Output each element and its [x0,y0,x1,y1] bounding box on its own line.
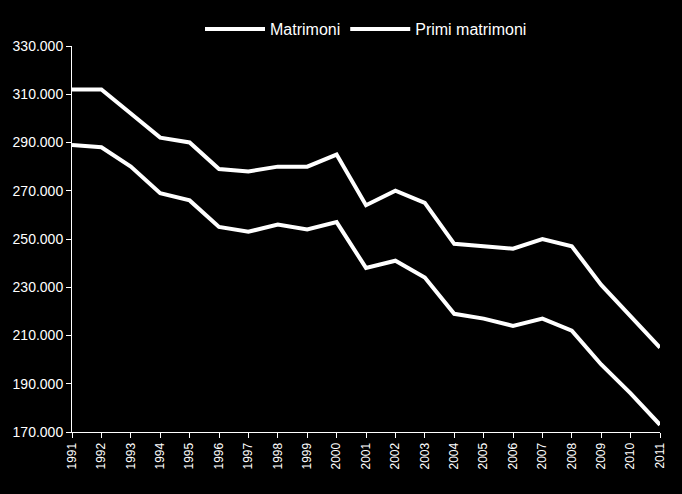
svg-text:290.000: 290.000 [13,134,64,150]
svg-text:230.000: 230.000 [13,279,64,295]
svg-text:1992: 1992 [94,442,108,469]
svg-text:2009: 2009 [594,442,608,469]
svg-text:2001: 2001 [359,442,373,469]
svg-text:190.000: 190.000 [13,376,64,392]
svg-text:2003: 2003 [418,442,432,469]
svg-text:270.000: 270.000 [13,183,64,199]
svg-text:1998: 1998 [271,442,285,469]
svg-text:Primi matrimoni: Primi matrimoni [415,21,526,38]
svg-text:1995: 1995 [183,442,197,469]
svg-text:2008: 2008 [565,442,579,469]
svg-text:2004: 2004 [447,442,461,469]
svg-text:2007: 2007 [535,442,549,469]
svg-text:1999: 1999 [300,442,314,469]
svg-text:330.000: 330.000 [13,38,64,54]
svg-text:1993: 1993 [124,442,138,469]
svg-text:1991: 1991 [65,442,79,469]
svg-text:1994: 1994 [153,442,167,469]
svg-text:170.000: 170.000 [13,424,64,440]
svg-text:2000: 2000 [330,442,344,469]
svg-text:1997: 1997 [241,442,255,469]
svg-text:2006: 2006 [506,442,520,469]
svg-text:2010: 2010 [624,442,638,469]
svg-text:310.000: 310.000 [13,86,64,102]
svg-text:2011: 2011 [653,442,667,468]
svg-text:210.000: 210.000 [13,327,64,343]
svg-text:Matrimoni: Matrimoni [270,21,340,38]
svg-text:2002: 2002 [388,442,402,469]
svg-text:250.000: 250.000 [13,231,64,247]
svg-text:1996: 1996 [212,442,226,469]
svg-text:2005: 2005 [477,442,491,469]
